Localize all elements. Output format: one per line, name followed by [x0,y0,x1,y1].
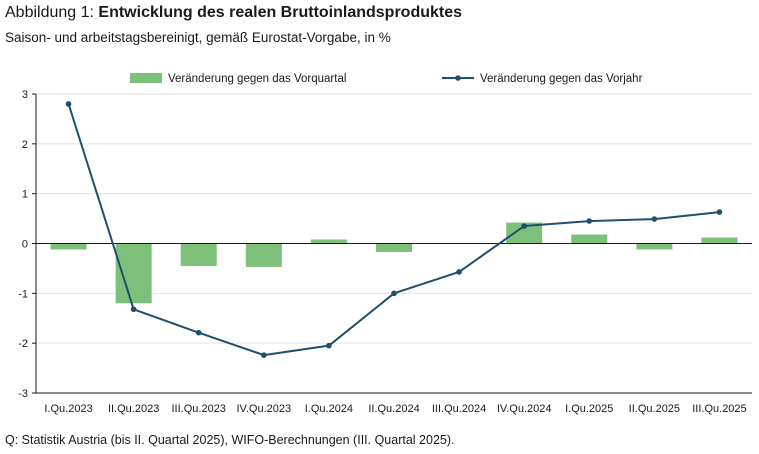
title-main: Entwicklung des realen Bruttoinlandsprod… [98,4,463,21]
line-point [586,218,593,224]
chart-title: Abbildung 1: Entwicklung des realen Brut… [5,4,462,22]
xtick-label: IV.Qu.2023 [236,403,291,415]
line-point [65,101,72,107]
ytick-label: 3 [22,89,28,101]
legend-bar-swatch [130,73,162,83]
xtick-label: IV.Qu.2024 [497,403,552,415]
bar [50,243,87,250]
ytick-label: -2 [18,338,28,350]
line-point [326,342,332,349]
xtick-label: III.Qu.2025 [692,403,746,415]
bar [376,243,412,252]
bar [571,234,608,244]
bars-quarterly [50,222,738,304]
ytick-label: 2 [22,139,28,151]
legend-line-marker [455,75,461,81]
axes [32,93,752,394]
bar [701,237,738,244]
line-point [130,306,137,313]
legend-bar-label: Veränderung gegen das Vorquartal [168,73,346,85]
ytick-label: -1 [18,288,28,300]
xtick-label: I.Qu.2025 [565,403,613,415]
xtick-label: I.Qu.2024 [305,403,353,415]
tick-labels: 3 2 1 0 -1 -2 -3 I.Qu.2023 II.Qu.2023 III.Qu.2023… [18,89,746,415]
ytick-label: -3 [18,388,28,400]
xtick-label: III.Qu.2024 [432,403,486,415]
line-point [456,269,462,275]
bar [180,243,217,266]
line-point [521,223,527,229]
line-point [195,329,202,336]
ytick-label: 0 [22,239,28,251]
xtick-label: III.Qu.2023 [172,403,226,415]
bar [115,243,152,304]
line-series-path [67,103,720,357]
xtick-label: II.Qu.2025 [629,403,680,415]
ytick-label: 1 [22,189,28,201]
bar [245,243,282,267]
bar [310,239,347,244]
bar [506,222,543,244]
chart-subtitle: Saison- und arbeitstagsbereinigt, gemäß … [5,30,391,45]
legend: Veränderung gegen das Vorquartal Verände… [130,73,643,85]
line-point [391,290,397,297]
line-yearly [65,101,723,358]
xtick-label: II.Qu.2024 [368,403,419,415]
line-point [716,209,723,215]
title-prefix: Abbildung 1: [5,4,99,21]
xtick-label: I.Qu.2023 [44,403,92,415]
xtick-label: II.Qu.2023 [108,403,159,415]
line-point [651,216,658,222]
legend-line-label: Veränderung gegen das Vorjahr [480,73,643,85]
line-point [261,352,267,358]
bar [636,243,673,250]
source-note: Q: Statistik Austria (bis II. Quartal 20… [5,433,455,447]
